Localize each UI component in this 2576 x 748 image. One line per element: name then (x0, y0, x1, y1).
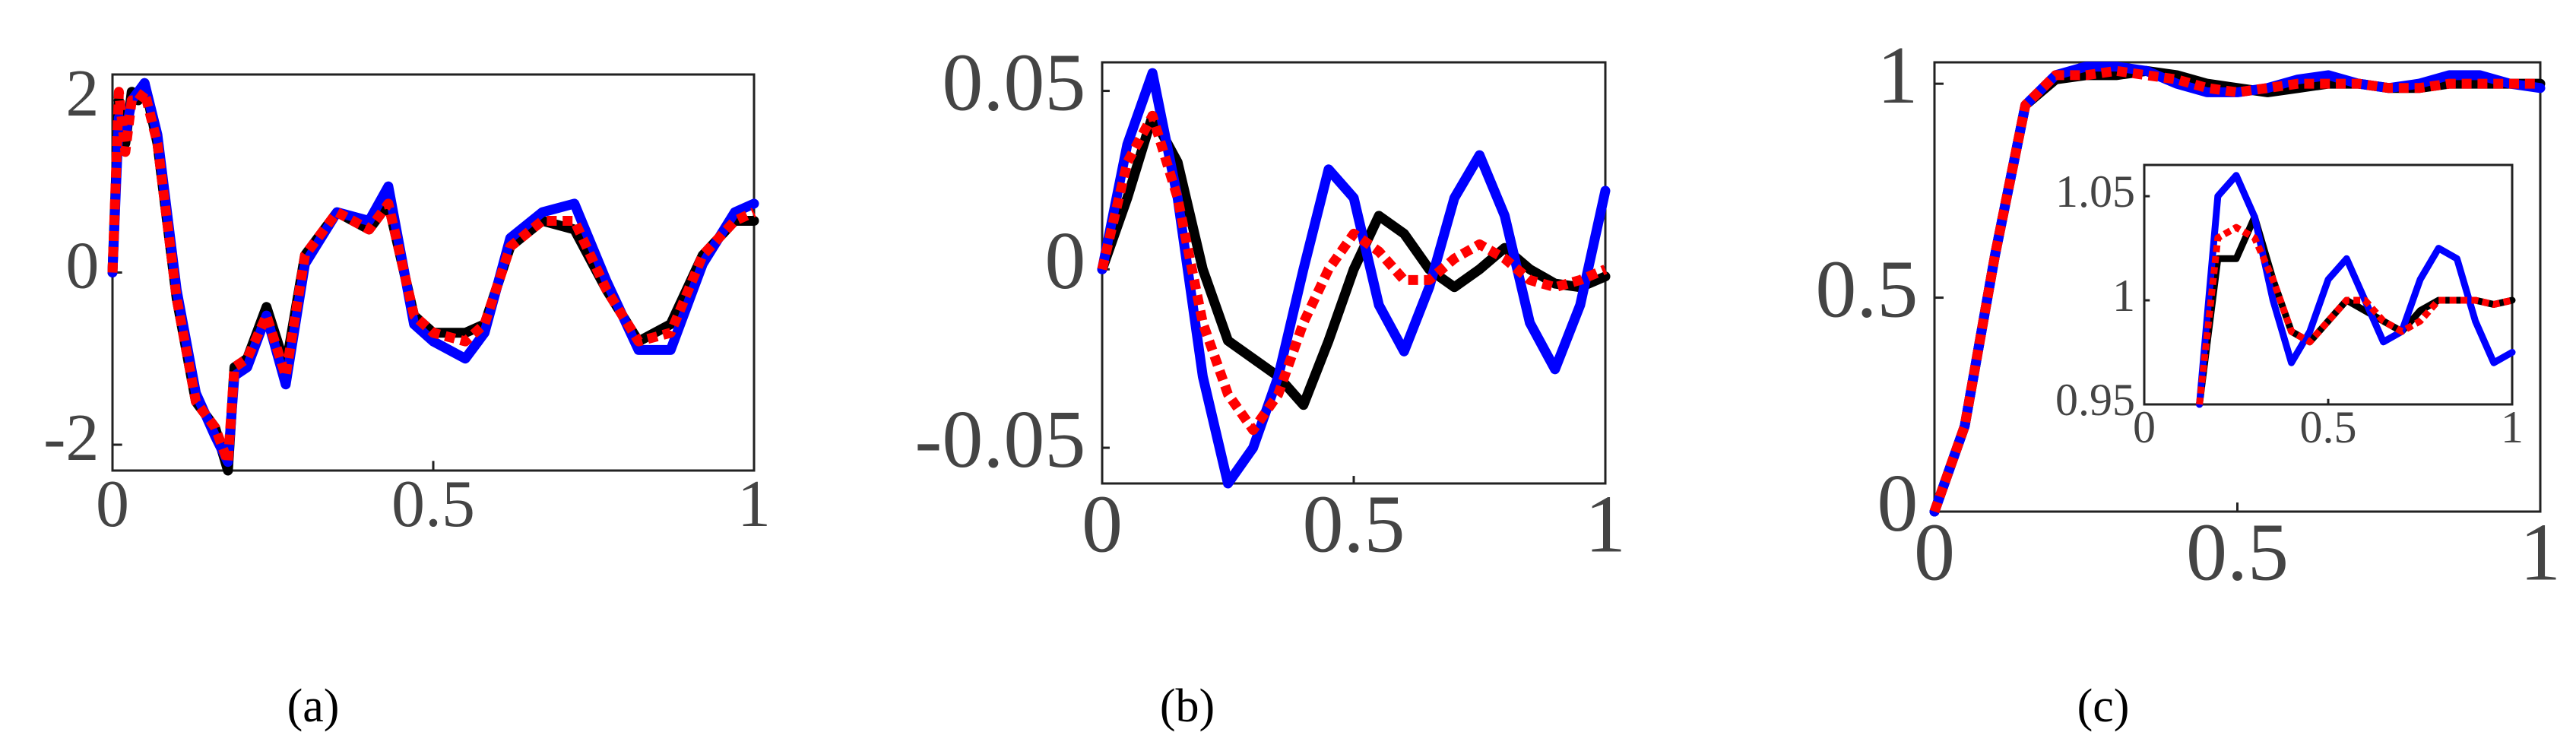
y-tick-label: 0.05 (942, 37, 1085, 128)
caption: (a) (287, 680, 340, 732)
y-tick-label: -0.05 (914, 395, 1085, 485)
x-tick-label: 1 (737, 468, 771, 541)
line-series (107, 87, 756, 468)
x-tick-label: 0.5 (391, 468, 475, 541)
x-tick-label: 1 (2520, 508, 2561, 598)
line-series (2196, 172, 2516, 408)
line-series (2196, 214, 2516, 408)
y-tick-label: 0 (1877, 458, 1918, 549)
y-tick-label: 0 (65, 230, 99, 303)
caption: (b) (1160, 680, 1215, 732)
y-tick-label: -2 (43, 401, 99, 475)
y-tick-label: 1 (2112, 271, 2135, 321)
x-tick-label: 0 (1914, 508, 1955, 598)
plot-area (111, 73, 756, 472)
y-tick-label: 0.95 (2055, 375, 2135, 425)
line-series (1097, 110, 1608, 436)
y-tick-label: 2 (65, 57, 99, 131)
y-tick-label: 1 (1877, 30, 1918, 121)
y-tick-label: 0.5 (1815, 244, 1918, 334)
x-tick-label: 0 (2133, 402, 2156, 452)
x-tick-label: 0.5 (2300, 402, 2357, 452)
line-series (1929, 65, 2540, 514)
line-series (2196, 223, 2513, 405)
x-tick-label: 0.5 (1303, 480, 1405, 570)
x-tick-label: 1 (2501, 402, 2524, 452)
y-tick-label: 0 (1044, 216, 1085, 306)
line-series (1097, 110, 1611, 410)
x-tick-label: 1 (1585, 480, 1626, 570)
x-tick-label: 0 (96, 468, 129, 541)
x-tick-label: 0.5 (2186, 508, 2289, 598)
y-tick-label: 1.05 (2055, 166, 2135, 217)
caption: (c) (2077, 680, 2130, 732)
x-tick-label: 0 (1082, 480, 1123, 570)
